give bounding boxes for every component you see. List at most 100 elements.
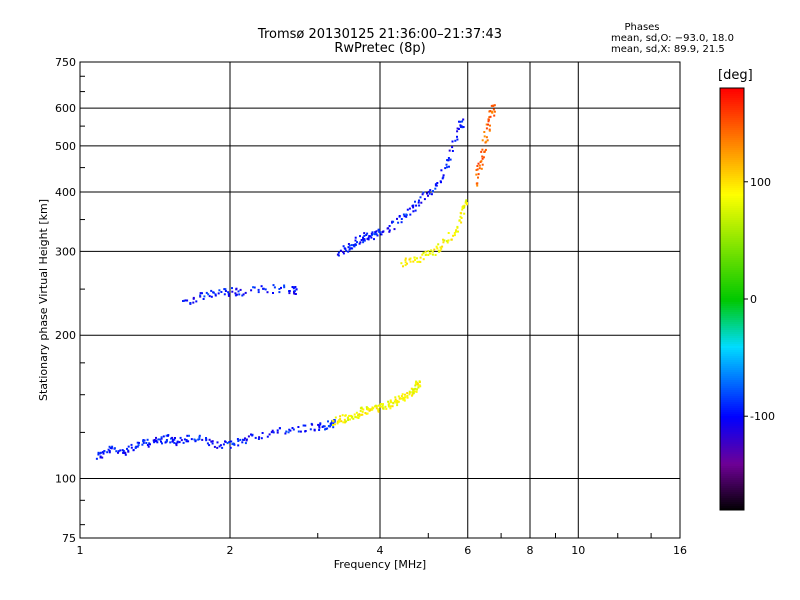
scatter-point [211, 442, 214, 445]
colorbar-band [720, 508, 744, 511]
scatter-point [460, 217, 463, 219]
scatter-point [198, 436, 201, 439]
colorbar-band [720, 254, 744, 257]
scatter-point [199, 295, 202, 298]
scatter-point [313, 429, 316, 432]
scatter-point [422, 251, 425, 254]
scatter-point [224, 288, 227, 291]
scatter-point [201, 438, 204, 441]
scatter-point [260, 285, 263, 288]
colorbar-band [720, 298, 744, 301]
scatter-point [449, 158, 452, 161]
scatter-point [288, 290, 291, 292]
scatter-point [415, 388, 418, 391]
colorbar-band [720, 444, 744, 447]
scatter-point [477, 162, 480, 165]
scatter-point [157, 438, 160, 441]
scatter-point [192, 297, 195, 300]
scatter-point [332, 422, 335, 425]
scatter-point [456, 225, 459, 228]
scatter-point [208, 438, 211, 441]
colorbar-band [720, 162, 744, 165]
colorbar-band [720, 392, 744, 395]
scatter-point [336, 253, 339, 256]
scatter-point [363, 234, 366, 237]
chart-title: Tromsø 20130125 21:36:00–21:37:43 [257, 27, 503, 42]
scatter-point [362, 408, 365, 411]
scatter-point [291, 286, 294, 288]
scatter-point [492, 104, 495, 107]
colorbar-band [720, 438, 744, 441]
scatter-point [464, 201, 467, 204]
colorbar-band [720, 476, 744, 479]
colorbar-band [720, 486, 744, 489]
scatter-point [260, 437, 263, 440]
colorbar-band [720, 198, 744, 201]
scatter-point [343, 418, 346, 421]
scatter-point [413, 388, 416, 391]
scatter-point [142, 441, 145, 444]
scatter-point [187, 440, 190, 443]
scatter-point [422, 258, 425, 261]
scatter-point [439, 246, 442, 249]
scatter-point [456, 135, 458, 138]
scatter-point [319, 423, 322, 426]
scatter-point [439, 249, 442, 252]
scatter-point [167, 434, 169, 437]
colorbar-band [720, 122, 744, 125]
scatter-point [344, 414, 347, 417]
scatter-point [437, 249, 440, 252]
y-tick-label: 100 [55, 473, 76, 486]
scatter-point [252, 286, 255, 289]
scatter-point [463, 206, 466, 209]
scatter-point [145, 442, 148, 444]
colorbar-band [720, 322, 744, 325]
scatter-point [451, 146, 454, 149]
scatter-point [398, 215, 401, 217]
scatter-point [153, 441, 156, 444]
scatter-point [220, 291, 223, 293]
scatter-point [485, 127, 488, 130]
scatter-point [418, 199, 420, 202]
scatter-point [379, 403, 382, 405]
scatter-point [416, 260, 419, 263]
scatter-point [190, 438, 193, 441]
scatter-point [224, 440, 227, 443]
scatter-point [370, 232, 373, 235]
colorbar-band [720, 250, 744, 253]
scatter-point [412, 390, 415, 393]
scatter-point [482, 156, 485, 159]
colorbar-band [720, 240, 744, 243]
colorbar-band [720, 218, 744, 221]
colorbar-band [720, 166, 744, 169]
colorbar-band [720, 120, 744, 123]
colorbar-band [720, 470, 744, 473]
scatter-point [465, 199, 468, 202]
scatter-point [487, 123, 489, 126]
colorbar-band [720, 350, 744, 353]
scatter-point [387, 405, 390, 408]
scatter-point [412, 210, 415, 213]
scatter-point [404, 396, 407, 399]
scatter-point [353, 413, 356, 416]
scatter-point [441, 245, 444, 248]
colorbar-band [720, 330, 744, 333]
scatter-point [332, 426, 335, 429]
colorbar-band [720, 196, 744, 199]
colorbar-band [720, 152, 744, 155]
scatter-point [459, 120, 462, 123]
scatter-point [244, 437, 246, 440]
scatter-point [389, 407, 392, 410]
colorbar-band [720, 506, 744, 509]
scatter-point [318, 425, 321, 427]
scatter-point [379, 231, 382, 234]
scatter-point [199, 292, 202, 295]
colorbar-band [720, 346, 744, 349]
scatter-point [403, 215, 406, 218]
scatter-point [393, 228, 396, 231]
scatter-point [266, 291, 269, 294]
scatter-point [108, 451, 111, 454]
scatter-point [380, 405, 383, 408]
scatter-point [406, 392, 409, 395]
scatter-point [352, 417, 355, 420]
